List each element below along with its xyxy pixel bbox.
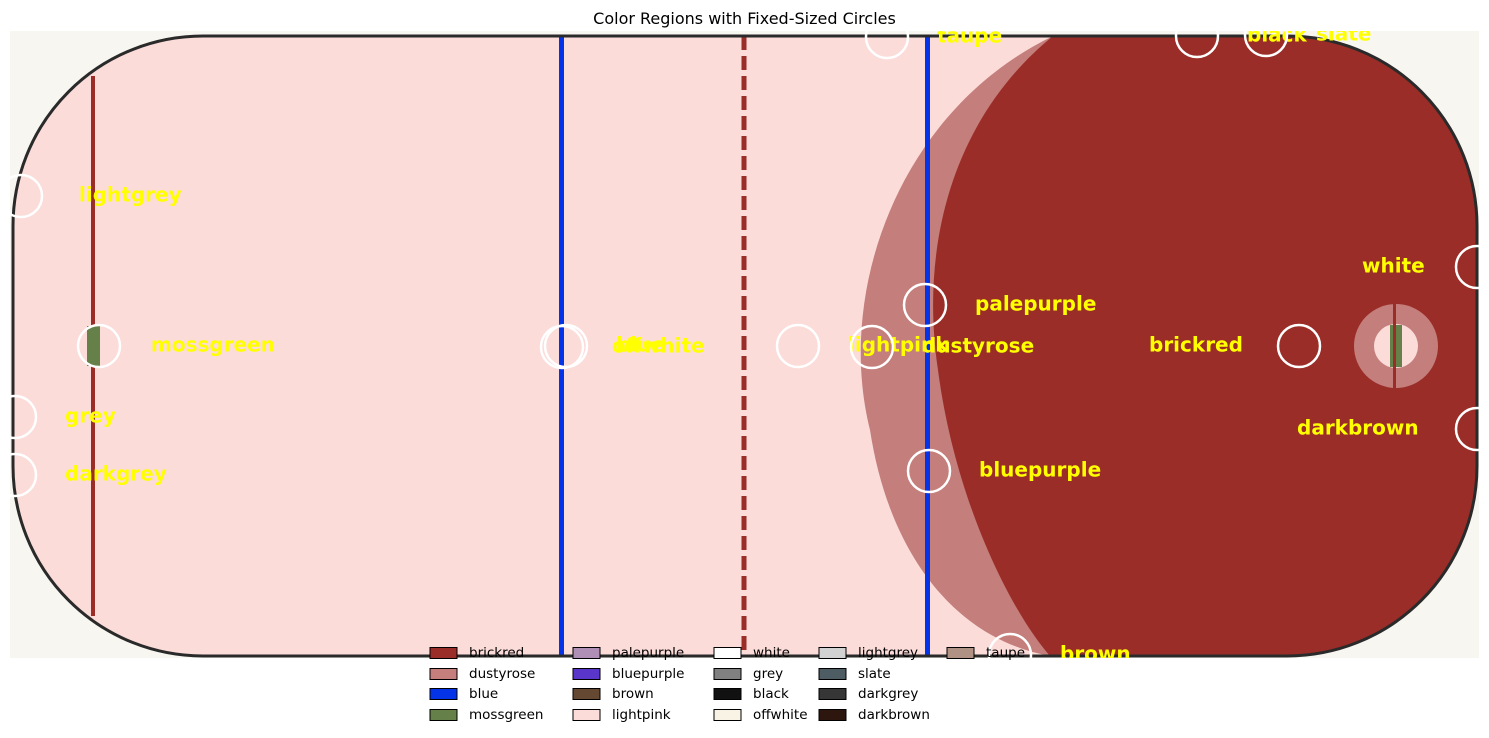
legend-swatch-grey [713,668,742,680]
legend: brickred dustyrose blue mossgreen palepurple… [429,645,1025,723]
annotation-marks: lightgreymossgreengreydarkgreyoffwhitebl… [10,22,1479,666]
legend-label-bluepurple: bluepurple [612,666,684,682]
region-label-white: white [1362,254,1425,278]
marker-circle-bluepurple [906,448,952,494]
blue-line-right [925,36,930,656]
region-label-palepurple: palepurple [975,292,1096,316]
region-label-grey: grey [65,404,116,428]
chart-title: Color Regions with Fixed-Sized Circles [593,9,896,28]
legend-swatch-brickred [429,647,458,659]
marker-circle-mossgreen [76,323,122,369]
legend-swatch-brown [572,688,601,700]
region-label-slate: slate [1316,22,1371,46]
region-label-darkbrown: darkbrown [1297,416,1419,440]
region-label-lightgrey: lightgrey [79,183,182,207]
marker-circle-dustyrose [849,324,895,370]
marker-circle-black [1174,31,1220,59]
legend-swatch-taupe [946,647,975,659]
legend-label-blue: blue [469,686,498,702]
marker-circle-darkgrey [10,452,38,498]
marker-circle-taupe [864,31,910,60]
region-label-offwhite: offwhite [612,334,705,358]
marker-circle-brickred [1276,323,1322,369]
legend-swatch-offwhite [713,709,742,721]
legend-label-black: black [753,686,789,702]
region-label-bluepurple: bluepurple [979,458,1101,482]
goal-net-left [87,326,100,366]
legend-label-mossgreen: mossgreen [469,707,543,723]
region-label-brickred: brickred [1149,333,1243,357]
brickred-zone [933,36,1477,656]
legend-label-brown: brown [612,686,654,702]
legend-label-dustyrose: dustyrose [469,666,535,682]
legend-label-offwhite: offwhite [753,707,808,723]
region-label-brown: brown [1060,642,1131,666]
legend-label-palepurple: palepurple [612,645,684,661]
legend-label-slate: slate [858,666,891,682]
legend-swatch-bluepurple [572,668,601,680]
rink-image [13,36,1477,656]
blue-line-left [559,36,564,656]
plot-area: lightgreymossgreengreydarkgreyoffwhitebl… [10,22,1479,666]
legend-swatch-darkgrey [818,688,847,700]
legend-swatch-palepurple [572,647,601,659]
legend-swatch-lightpink [572,709,601,721]
legend-swatch-slate [818,668,847,680]
legend-swatch-lightgrey [818,647,847,659]
region-label-lightpink: lightpink [848,333,949,357]
marker-circle-white [1454,244,1479,290]
legend-label-darkbrown: darkbrown [858,707,930,723]
legend-swatch-darkbrown [818,709,847,721]
region-label-black: black [1247,23,1308,47]
legend-swatch-black [713,688,742,700]
legend-swatch-white [713,647,742,659]
legend-label-brickred: brickred [469,645,524,661]
legend-label-white: white [753,645,790,661]
goal-line-right [1393,300,1396,390]
region-label-blue: blue [616,333,665,357]
legend-label-lightpink: lightpink [612,707,671,723]
region-label-darkgrey: darkgrey [65,462,167,486]
marker-circle-lightpink [775,323,821,369]
region-label-dustyrose: dustyrose [922,334,1034,358]
marker-circle-brown [987,632,1033,658]
marker-circle-palepurple [902,282,948,328]
legend-label-lightgrey: lightgrey [858,645,918,661]
legend-label-darkgrey: darkgrey [858,686,918,702]
marker-circle-slate [1243,31,1289,58]
marker-circle-lightgrey [10,173,44,219]
legend-swatch-dustyrose [429,668,458,680]
marker-circle-darkbrown [1454,406,1479,452]
legend-swatch-blue [429,688,458,700]
legend-label-taupe: taupe [986,645,1025,661]
marker-circle-grey [10,394,38,440]
rink-board [11,34,1479,658]
legend-swatch-mossgreen [429,709,458,721]
region-label-taupe: taupe [937,24,1002,48]
region-label-mossgreen: mossgreen [151,333,275,357]
marker-circle-blue [543,323,589,369]
legend-label-grey: grey [753,666,783,682]
